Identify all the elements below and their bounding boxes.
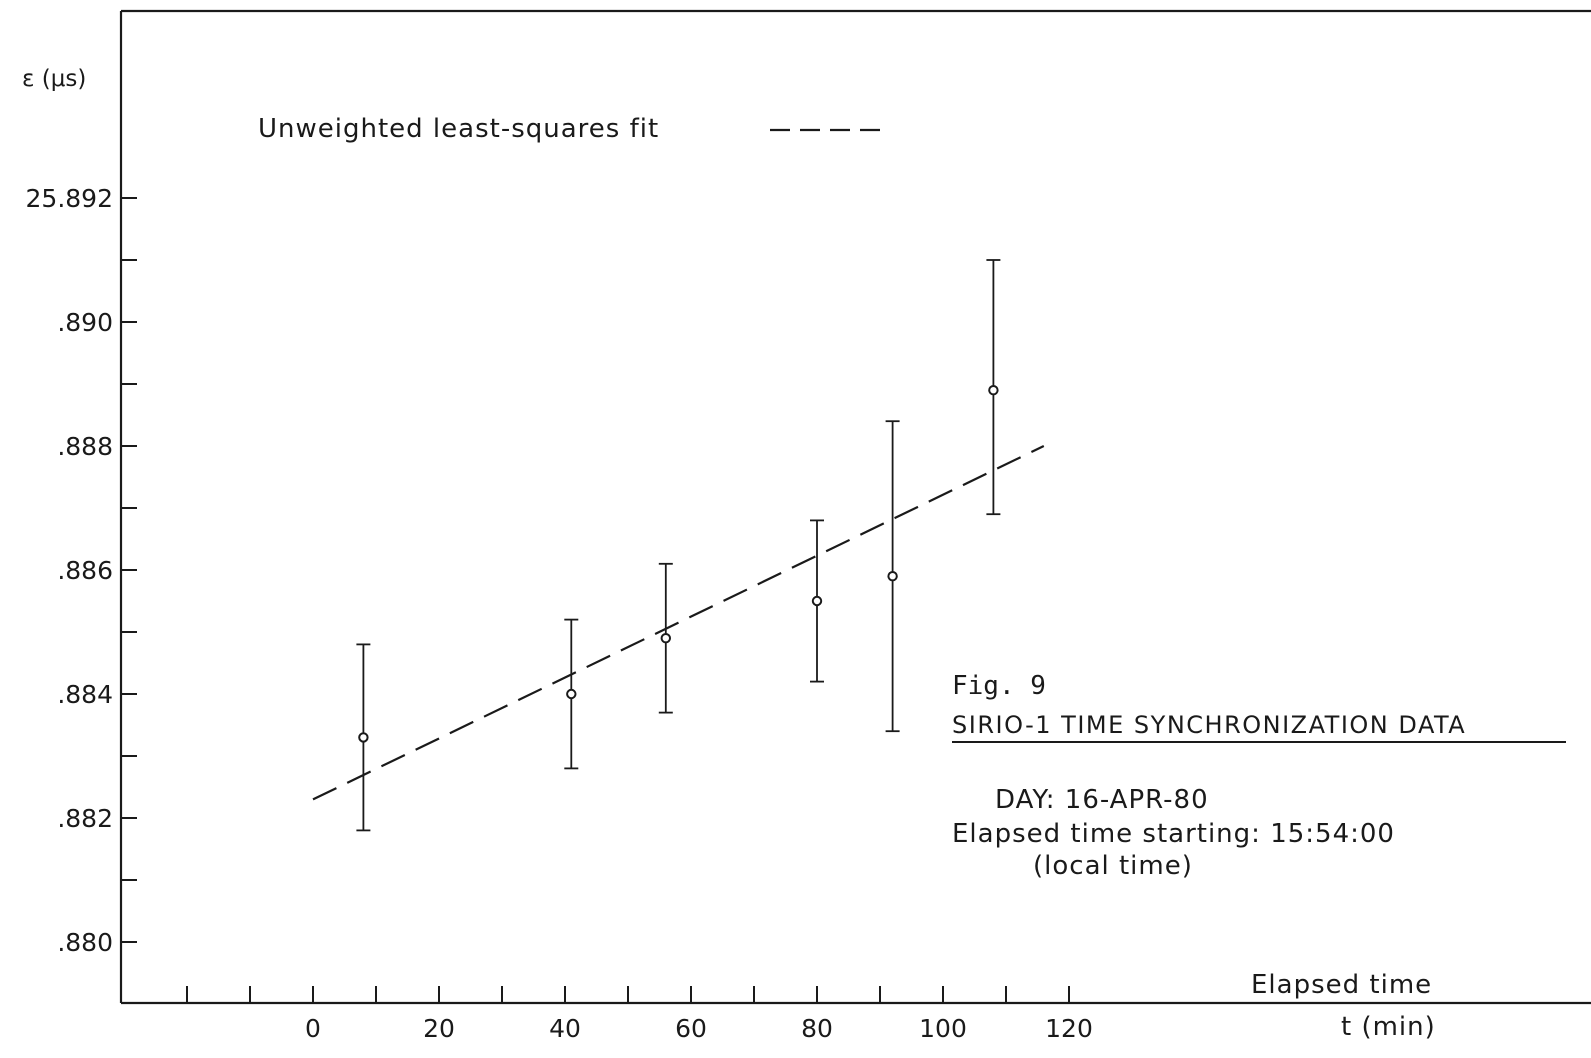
x-axis-label-line2: t (min)	[1341, 1012, 1436, 1042]
data-point	[566, 688, 577, 700]
y-tick-label: .880	[57, 928, 113, 957]
figure-day: DAY: 16-APR-80	[995, 785, 1209, 815]
y-tick-label: .890	[57, 308, 113, 337]
figure-elapsed-start: Elapsed time starting: 15:54:00	[952, 819, 1395, 849]
y-ticks: 25.892 .890 .888 .886 .884 .882 .880	[26, 184, 137, 957]
data-point	[988, 385, 999, 396]
x-tick-label: 20	[423, 1014, 455, 1043]
y-tick-label: 25.892	[26, 184, 113, 213]
y-tick-label: .882	[57, 804, 113, 833]
y-tick-label: .888	[57, 432, 113, 461]
figure-local-time: (local time)	[1033, 851, 1193, 881]
fit-line	[312, 445, 1045, 801]
x-ticks: 0 20 40 60 80 100 120	[186, 986, 1093, 1043]
x-tick-label: 40	[549, 1014, 581, 1043]
y-tick-label: .886	[57, 556, 113, 585]
figure-title: SIRIO-1 TIME SYNCHRONIZATION DATA	[952, 711, 1466, 739]
data-point	[660, 633, 671, 644]
y-axis-label: ε (μs)	[22, 66, 86, 92]
data-point	[887, 571, 898, 582]
data-point	[811, 595, 823, 607]
x-tick-label: 120	[1045, 1014, 1093, 1043]
y-tick-label: .884	[57, 680, 113, 709]
legend-label: Unweighted least-squares fit	[258, 114, 659, 144]
x-tick-label: 80	[801, 1014, 833, 1043]
data-points	[356, 259, 1001, 832]
x-tick-label: 100	[919, 1014, 967, 1043]
figure-number: Fig. 9	[952, 671, 1046, 701]
x-tick-label: 60	[675, 1014, 707, 1043]
data-point	[358, 732, 369, 743]
x-axis-label-line1: Elapsed time	[1251, 970, 1432, 1000]
x-tick-label: 0	[305, 1014, 321, 1043]
